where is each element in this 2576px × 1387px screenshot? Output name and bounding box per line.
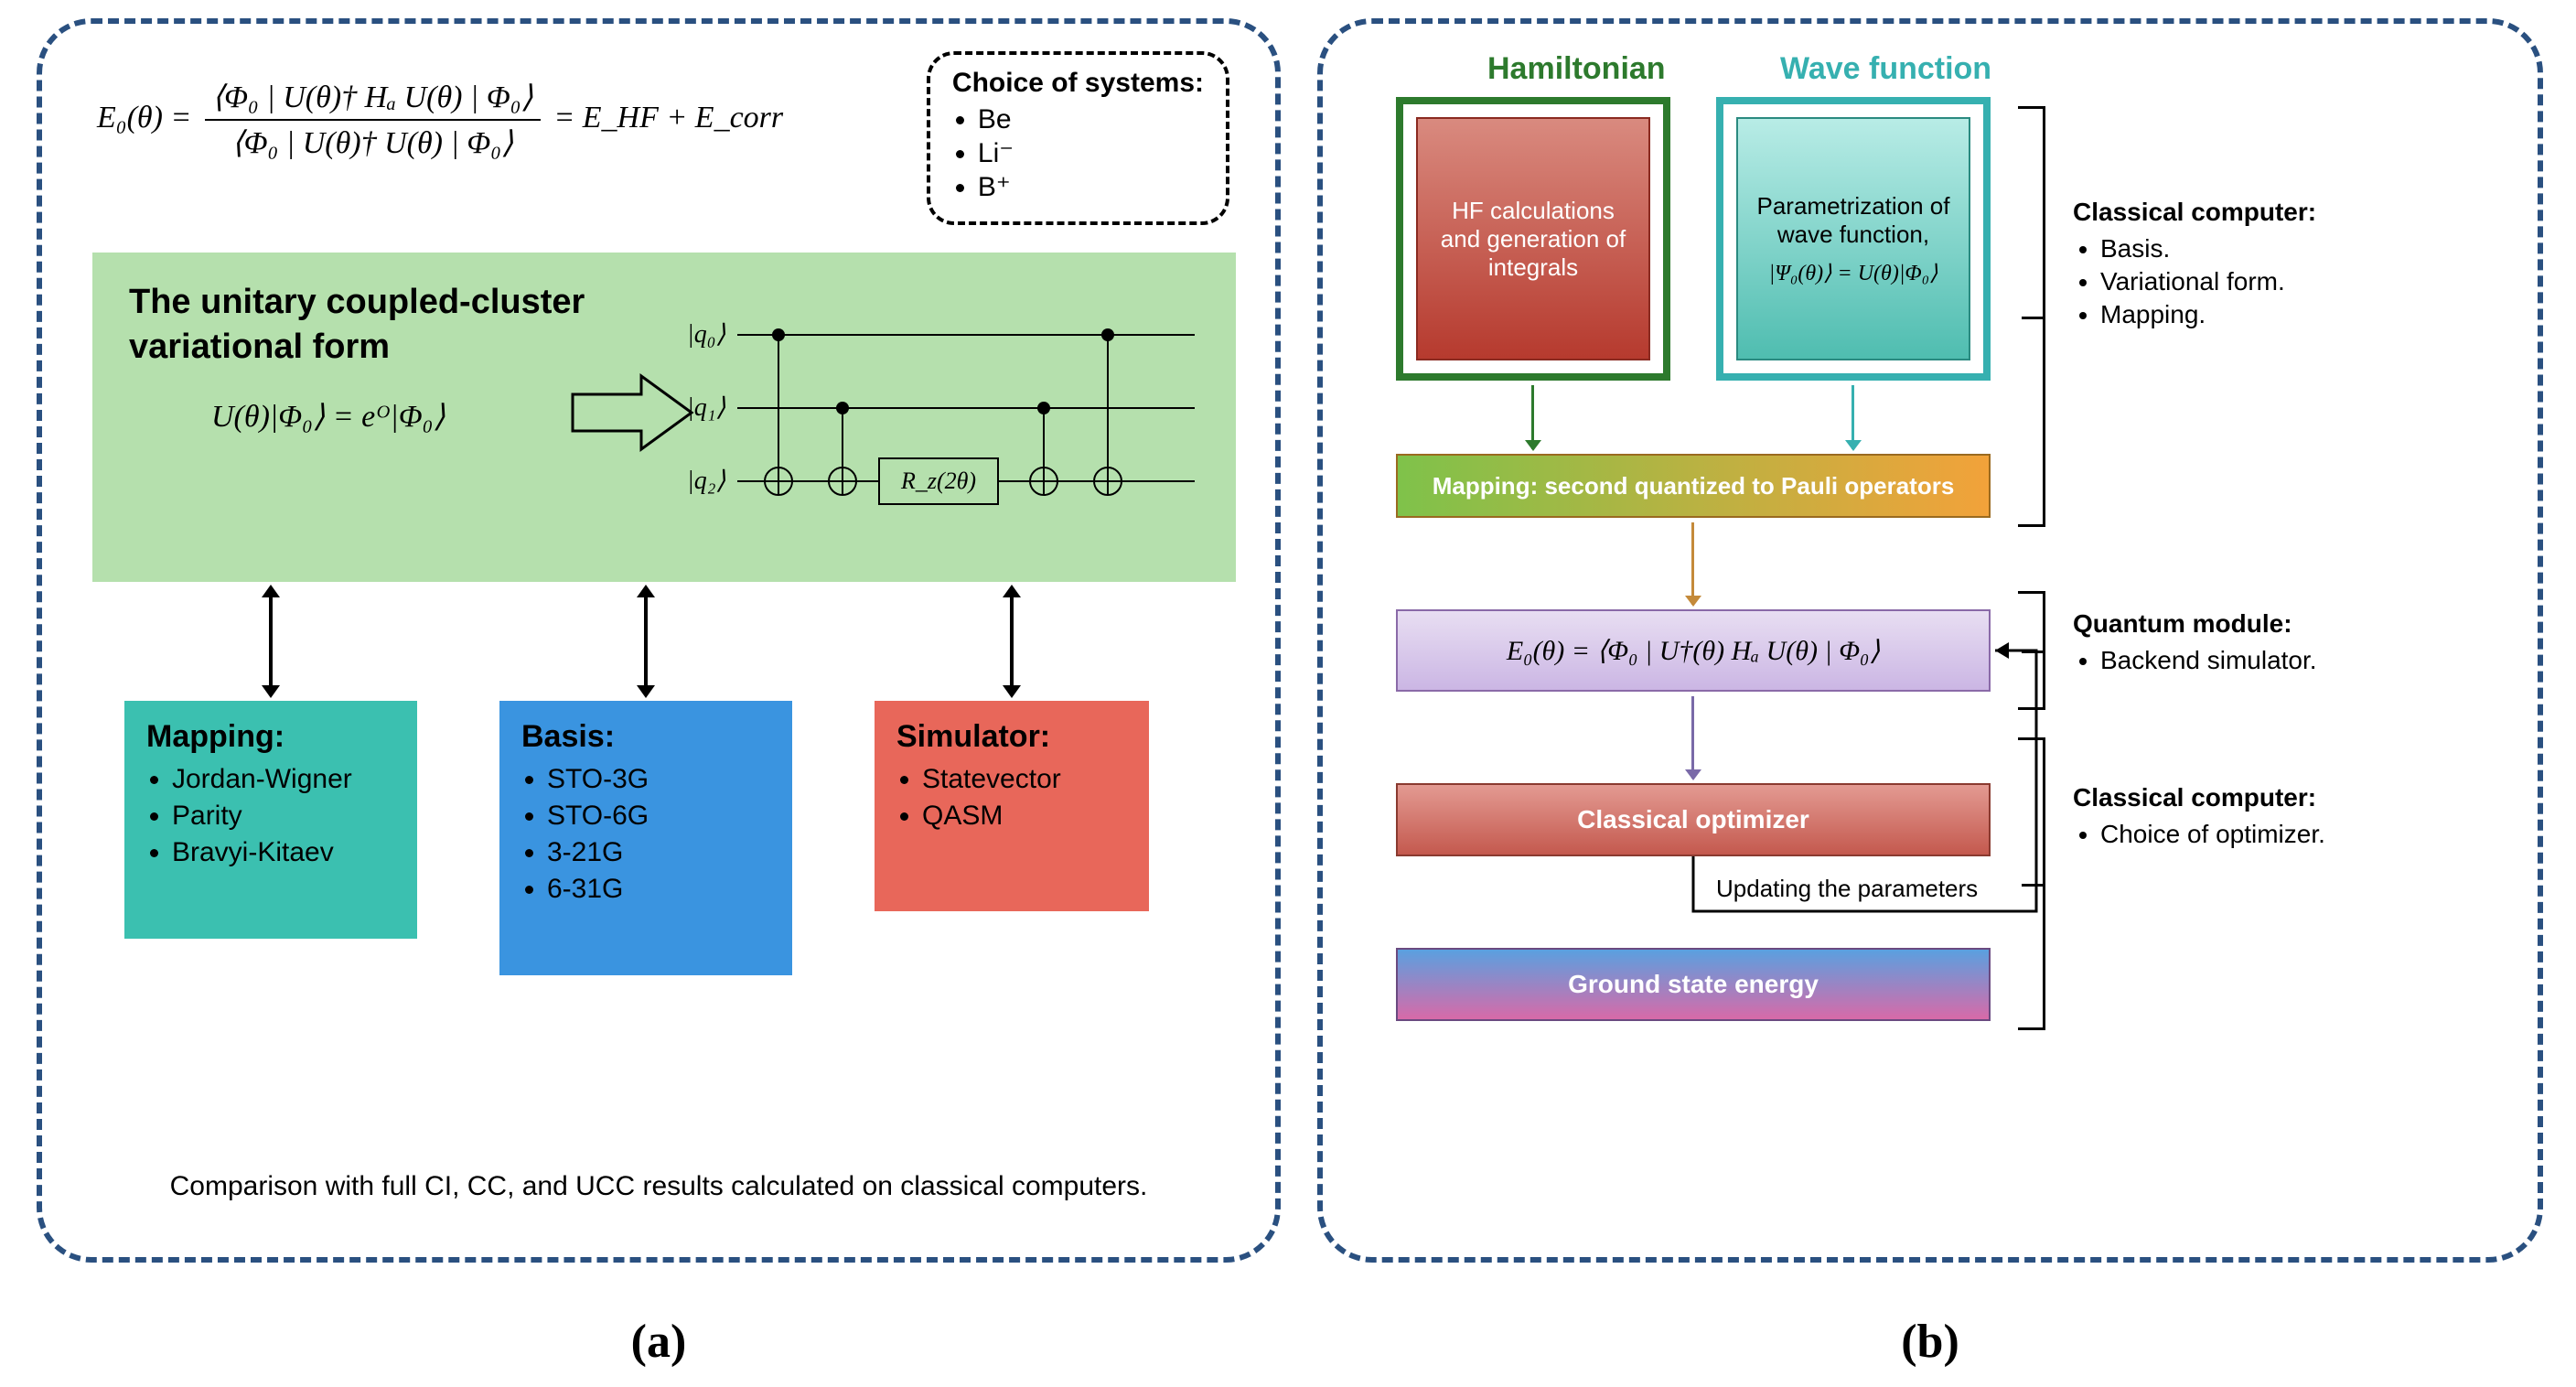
arrow-right-icon [568,371,696,454]
choice-title: Choice of systems: [952,68,1204,99]
ucc-title-line1: The unitary coupled-cluster [129,283,585,321]
side3-title: Classical computer: [2073,783,2512,812]
qubit-label: |q₀⟩ [687,320,725,349]
mapping-item: Parity [172,801,395,832]
side3-item: Choice of optimizer. [2100,820,2512,849]
bracket-icon [2018,737,2045,1030]
caption-b: (b) [1317,1315,2543,1369]
simulator-item: QASM [922,801,1127,832]
side1-item: Variational form. [2100,267,2512,296]
side2-title: Quantum module: [2073,609,2512,639]
hamiltonian-frame: HF calculations and generation of integr… [1396,97,1670,381]
choice-of-systems-box: Choice of systems: Be Li⁻ B⁺ [927,51,1229,225]
energy-equation: E₀(θ) = ⟨Φ₀ | U(θ)† Hₐ U(θ) | Φ₀⟩ ⟨Φ₀ | … [97,79,783,161]
classical-computer-side1: Classical computer: Basis. Variational f… [2073,198,2512,333]
updating-parameters-label: Updating the parameters [1716,875,1978,903]
bracket-icon [2018,106,2045,527]
update-loop-icon [1689,609,2073,920]
basis-item: STO-3G [547,764,770,795]
qubit-label: |q₂⟩ [687,467,725,495]
basis-item: STO-6G [547,801,770,832]
hf-calculations-box: HF calculations and generation of integr… [1416,117,1650,360]
mapping-item: Bravyi-Kitaev [172,837,395,868]
hamiltonian-title: Hamiltonian [1487,51,1666,87]
eq-lhs: E₀(θ) = [97,101,191,134]
basis-card: Basis: STO-3G STO-6G 3-21G 6-31G [499,701,792,975]
side1-item: Basis. [2100,234,2512,263]
system-item: Be [978,104,1204,135]
simulator-card-title: Simulator: [896,719,1127,755]
double-arrow-icon [644,596,648,687]
qubit-label: |q₁⟩ [687,393,725,422]
bracket-icon [2018,591,2045,710]
ground-state-energy-bar: Ground state energy [1396,948,1991,1021]
mapping-card-title: Mapping: [146,719,395,755]
mapping-card: Mapping: Jordan-Wigner Parity Bravyi-Kit… [124,701,417,939]
eq-rhs: = E_HF + E_corr [553,101,783,134]
rz-gate-label: R_z(2θ) [900,468,976,494]
parametrization-box: Parametrization of wave function, |Ψ₀(θ)… [1736,117,1970,360]
panel-a-footnote: Comparison with full CI, CC, and UCC res… [42,1171,1275,1202]
mapping-item: Jordan-Wigner [172,764,395,795]
basis-item: 6-31G [547,874,770,905]
side2-item: Backend simulator. [2100,646,2512,675]
parametrization-eq: |Ψ₀(θ)⟩ = U(θ)|Φ₀⟩ [1769,260,1938,286]
panel-b: Hamiltonian Wave function HF calculation… [1317,18,2543,1263]
parametrization-text: Parametrization of wave function, [1753,192,1954,249]
eq-numerator: ⟨Φ₀ | U(θ)† Hₐ U(θ) | Φ₀⟩ [205,79,541,121]
ucc-title-line2: variational form [129,328,390,366]
mapping-bar: Mapping: second quantized to Pauli opera… [1396,454,1991,518]
simulator-card: Simulator: Statevector QASM [875,701,1149,911]
eq-denominator: ⟨Φ₀ | U(θ)† U(θ) | Φ₀⟩ [205,121,541,161]
side1-item: Mapping. [2100,300,2512,329]
quantum-module-side: Quantum module: Backend simulator. [2073,609,2512,679]
basis-card-title: Basis: [521,719,770,755]
arrow-down-icon [1691,522,1694,605]
arrow-down-icon [1852,385,1854,449]
caption-a: (a) [37,1315,1281,1369]
quantum-circuit-diagram: |q₀⟩ |q₁⟩ |q₂⟩ R_z(2θ) [687,298,1199,536]
panel-a: E₀(θ) = ⟨Φ₀ | U(θ)† Hₐ U(θ) | Φ₀⟩ ⟨Φ₀ | … [37,18,1281,1263]
side1-title: Classical computer: [2073,198,2512,227]
system-item: Li⁻ [978,137,1204,169]
classical-computer-side2: Classical computer: Choice of optimizer. [2073,783,2512,853]
wavefunction-frame: Parametrization of wave function, |Ψ₀(θ)… [1716,97,1991,381]
system-item: B⁺ [978,171,1204,203]
basis-item: 3-21G [547,837,770,868]
wave-function-title: Wave function [1780,51,1991,87]
double-arrow-icon [269,596,273,687]
ucc-variational-form-box: The unitary coupled-cluster variational … [92,253,1236,582]
arrow-down-icon [1531,385,1534,449]
double-arrow-icon [1010,596,1014,687]
simulator-item: Statevector [922,764,1127,795]
